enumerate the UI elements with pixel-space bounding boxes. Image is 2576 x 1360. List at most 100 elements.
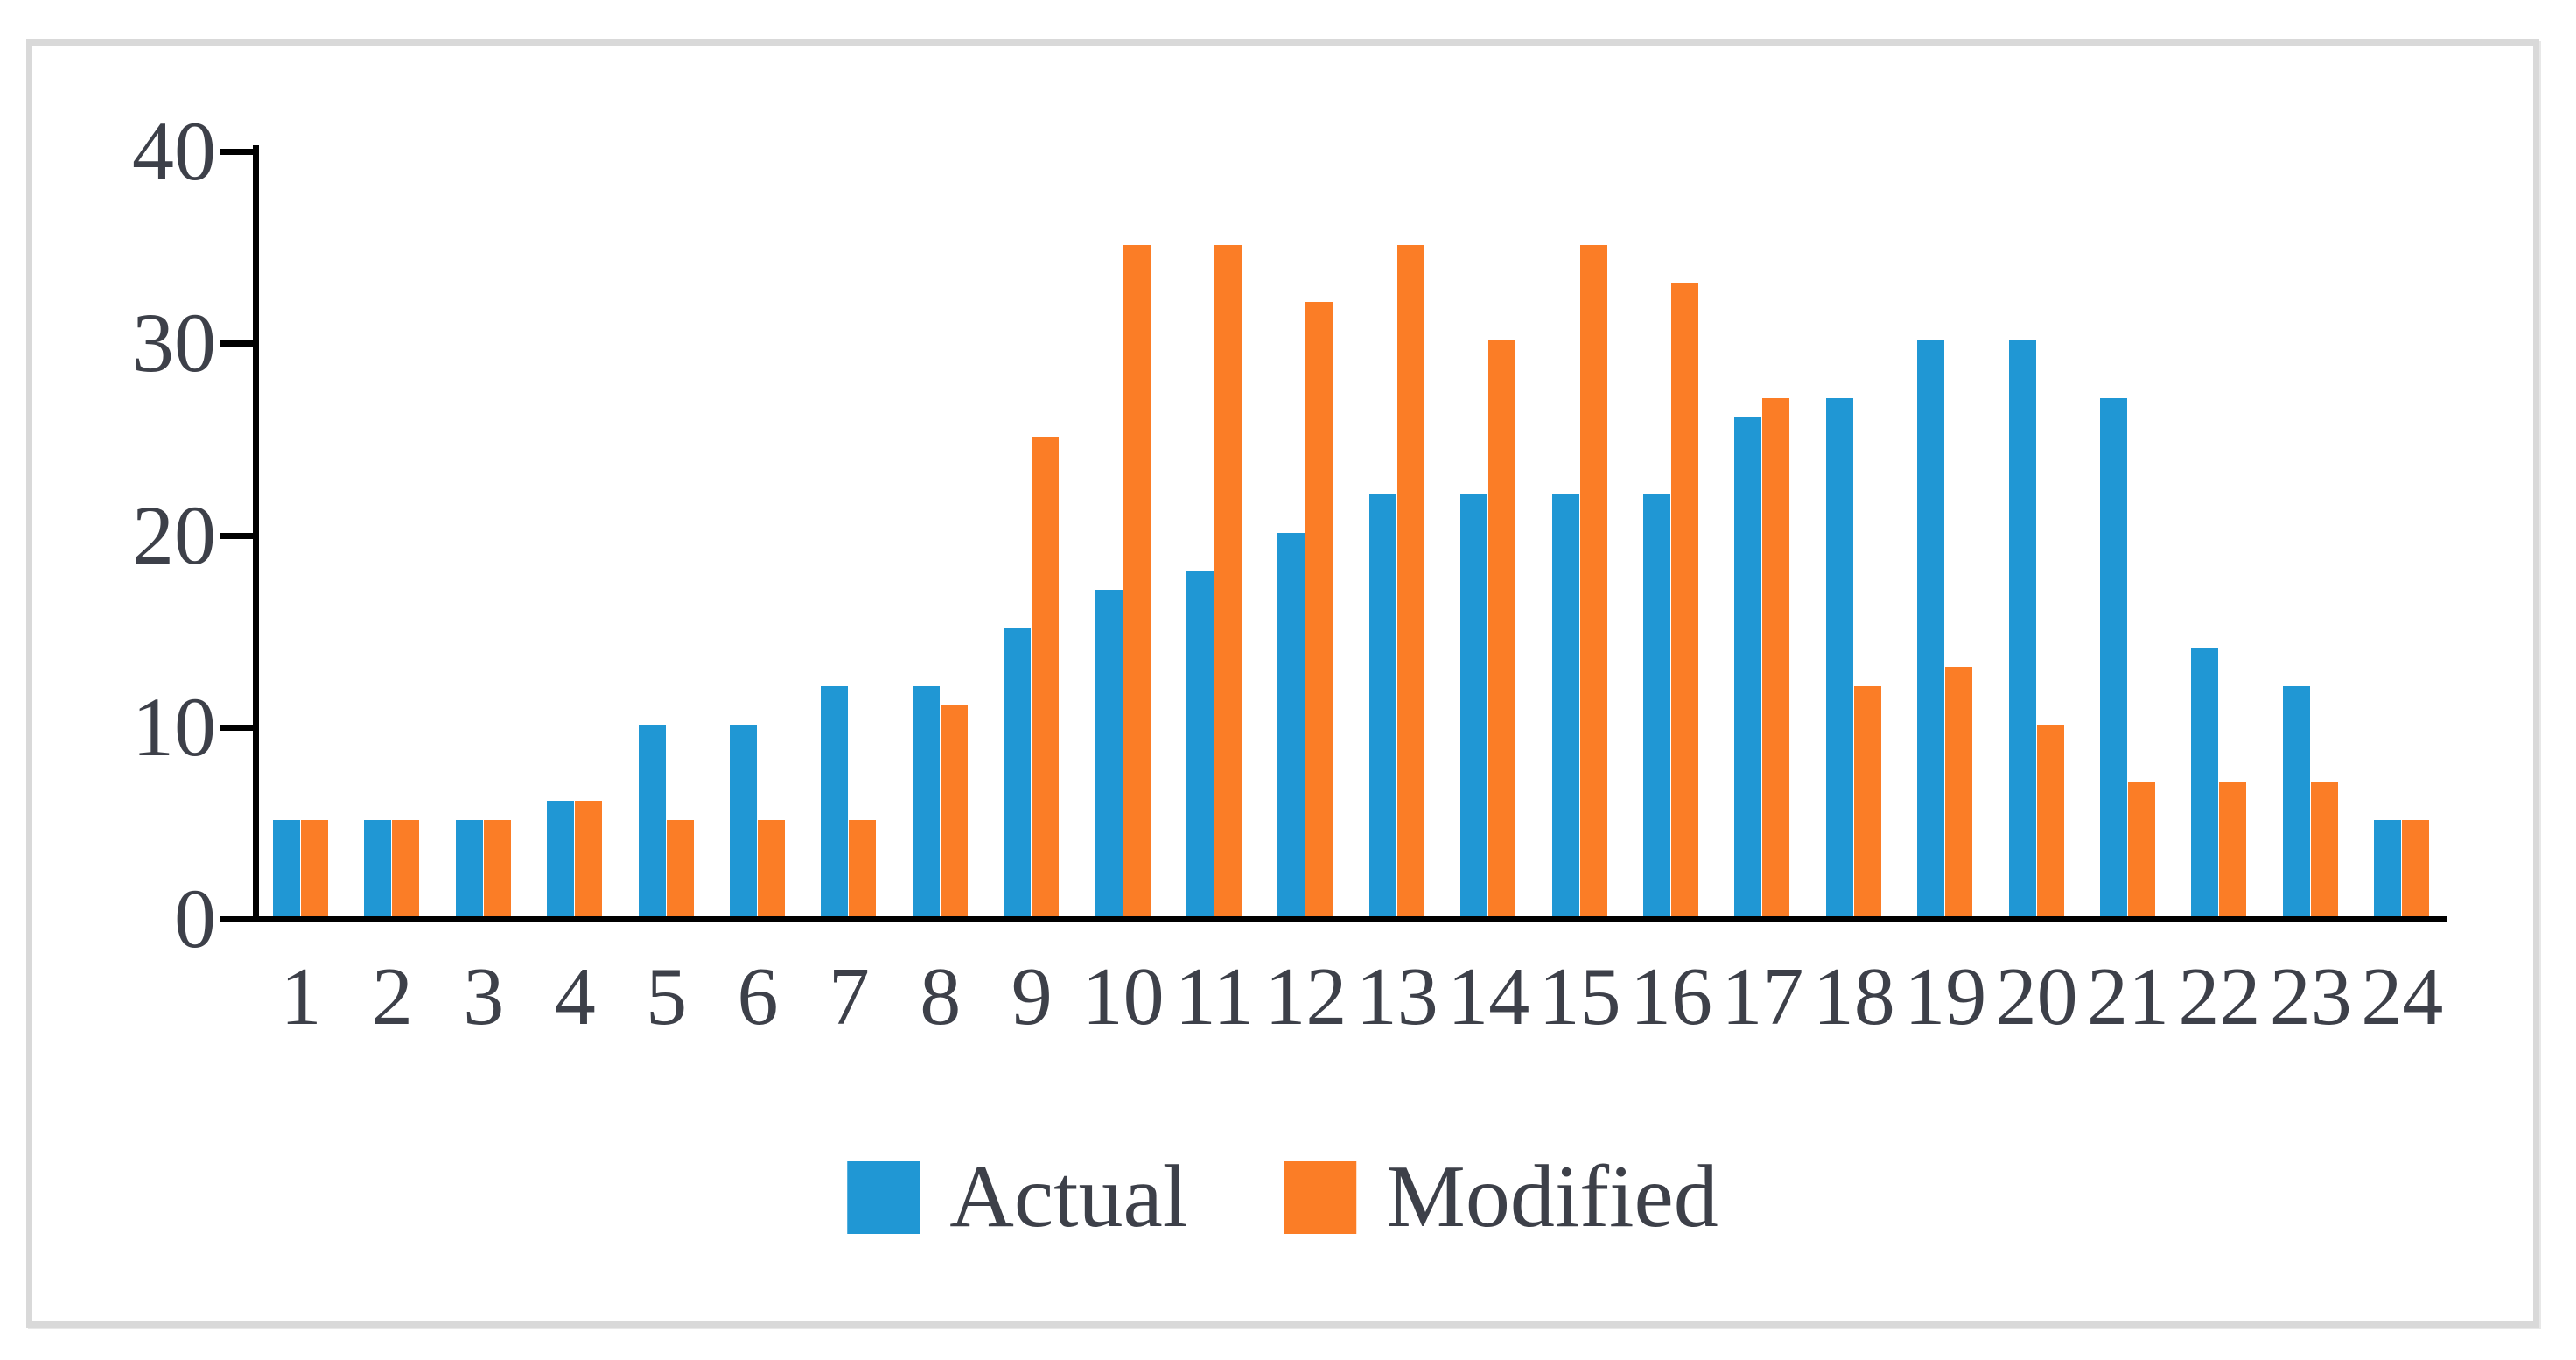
x-tick-label-8: 8 — [920, 951, 962, 1042]
bar-actual-22 — [2191, 648, 2219, 916]
bar-actual-15 — [1551, 494, 1579, 916]
y-tick-mark — [220, 149, 253, 155]
bar-actual-6 — [730, 724, 757, 916]
bar-group-15 — [1551, 149, 1607, 916]
bar-actual-24 — [2374, 820, 2402, 916]
bar-group-16 — [1643, 149, 1698, 916]
x-tick-label-22: 22 — [2178, 951, 2261, 1042]
x-tick-label-6: 6 — [737, 951, 779, 1042]
bar-modified-24 — [2402, 820, 2430, 916]
y-tick-label: 10 — [132, 679, 216, 774]
bar-modified-1 — [301, 820, 328, 916]
y-tick-mark — [220, 340, 253, 347]
x-tick-label-18: 18 — [1812, 951, 1895, 1042]
x-tick-label-20: 20 — [1995, 951, 2078, 1042]
x-tick-label-19: 19 — [1904, 951, 1987, 1042]
bar-modified-8 — [940, 705, 968, 916]
bar-actual-13 — [1368, 494, 1396, 916]
x-tick-label-24: 24 — [2361, 951, 2444, 1042]
bar-modified-23 — [2310, 782, 2338, 916]
x-tick-label-3: 3 — [463, 951, 505, 1042]
bar-group-21 — [2100, 149, 2155, 916]
y-tick-label: 40 — [132, 104, 216, 198]
legend-item-actual: Actual — [847, 1153, 1187, 1242]
bar-modified-2 — [392, 820, 420, 916]
bar-group-14 — [1460, 149, 1516, 916]
x-tick-label-1: 1 — [280, 951, 322, 1042]
bar-actual-8 — [912, 685, 940, 916]
y-tick-label: 30 — [132, 296, 216, 390]
x-tick-label-2: 2 — [371, 951, 413, 1042]
bar-actual-18 — [1825, 398, 1853, 916]
bar-actual-9 — [1004, 628, 1032, 916]
bar-actual-10 — [1095, 590, 1123, 916]
bar-modified-9 — [1032, 436, 1060, 916]
bar-group-8 — [912, 149, 968, 916]
bar-modified-10 — [1123, 244, 1151, 916]
bar-modified-16 — [1671, 283, 1698, 916]
bar-actual-19 — [1917, 340, 1945, 916]
bar-group-7 — [821, 149, 877, 916]
x-tick-label-14: 14 — [1447, 951, 1530, 1042]
bar-actual-2 — [364, 820, 392, 916]
bar-actual-21 — [2100, 398, 2127, 916]
bar-actual-7 — [821, 685, 849, 916]
legend-item-modified: Modified — [1284, 1153, 1718, 1242]
plot-bars-area — [273, 149, 2434, 916]
bar-group-18 — [1825, 149, 1881, 916]
bar-group-13 — [1368, 149, 1424, 916]
legend-label-modified: Modified — [1386, 1147, 1718, 1246]
bar-modified-12 — [1306, 302, 1334, 916]
x-tick-label-21: 21 — [2087, 951, 2169, 1042]
bar-actual-1 — [273, 820, 300, 916]
bar-modified-5 — [666, 820, 694, 916]
y-axis-line — [253, 145, 259, 922]
x-tick-label-11: 11 — [1174, 951, 1255, 1042]
y-tick-label: 20 — [132, 487, 216, 582]
bar-group-4 — [547, 149, 603, 916]
x-tick-label-10: 10 — [1082, 951, 1165, 1042]
bar-modified-18 — [1853, 685, 1881, 916]
bar-group-17 — [1734, 149, 1790, 916]
x-tick-label-5: 5 — [646, 951, 688, 1042]
bar-actual-17 — [1734, 417, 1762, 916]
x-tick-label-4: 4 — [554, 951, 596, 1042]
legend-swatch-modified — [1284, 1160, 1357, 1234]
bar-modified-4 — [575, 801, 603, 916]
y-tick-label: 0 — [174, 872, 216, 965]
bar-actual-23 — [2282, 685, 2310, 916]
bar-modified-22 — [2219, 782, 2247, 916]
bar-group-1 — [273, 149, 328, 916]
x-tick-label-15: 15 — [1538, 951, 1621, 1042]
bar-modified-6 — [758, 820, 785, 916]
bar-modified-20 — [2036, 724, 2064, 916]
bar-modified-14 — [1488, 340, 1516, 916]
chart-figure-frame: 0 10 20 30 40 1 2 3 4 5 6 7 8 9 10 11 12 13 14 15 16 17 18 19 2… — [26, 39, 2539, 1328]
bar-group-12 — [1278, 149, 1334, 916]
bar-group-3 — [455, 149, 511, 916]
bar-actual-16 — [1643, 494, 1670, 916]
x-tick-label-23: 23 — [2269, 951, 2352, 1042]
bar-modified-21 — [2128, 782, 2155, 916]
bar-modified-15 — [1579, 244, 1607, 916]
bar-modified-19 — [1945, 666, 1973, 916]
y-tick-mark — [220, 916, 253, 922]
x-tick-label-16: 16 — [1630, 951, 1712, 1042]
bar-actual-3 — [455, 820, 483, 916]
x-tick-label-12: 12 — [1264, 951, 1348, 1042]
bar-modified-11 — [1214, 244, 1242, 916]
bar-modified-7 — [849, 820, 877, 916]
bar-group-11 — [1186, 149, 1242, 916]
y-tick-mark — [220, 724, 253, 731]
x-tick-label-9: 9 — [1011, 951, 1053, 1042]
bar-actual-20 — [2008, 340, 2036, 916]
bar-group-2 — [364, 149, 420, 916]
bar-modified-13 — [1396, 244, 1424, 916]
bar-actual-4 — [547, 801, 575, 916]
bar-group-10 — [1095, 149, 1151, 916]
bar-group-9 — [1004, 149, 1060, 916]
bar-actual-5 — [638, 724, 666, 916]
legend: Actual Modified — [847, 1153, 1718, 1242]
x-axis-line — [253, 916, 2447, 922]
bar-group-20 — [2008, 149, 2064, 916]
